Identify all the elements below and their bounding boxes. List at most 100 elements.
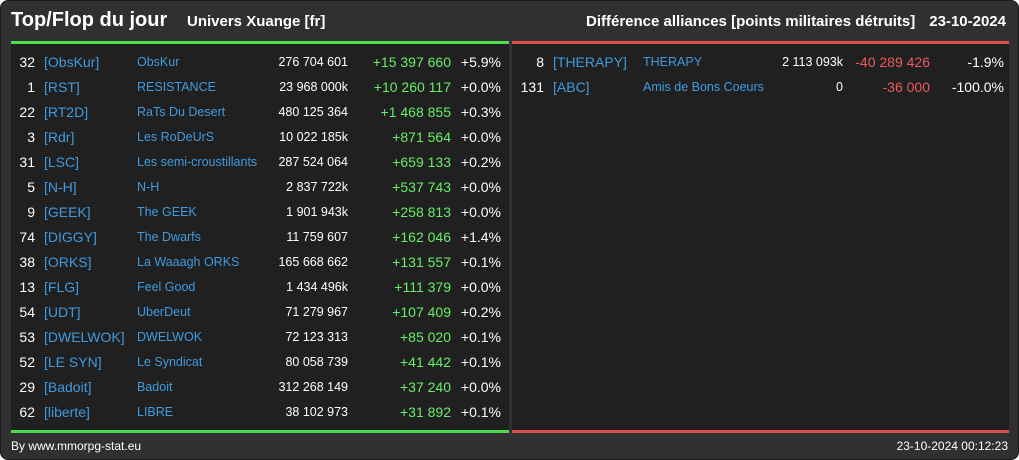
alliance-tag-link[interactable]: [UDT] — [44, 304, 81, 320]
alliance-row: 53 [DWELWOK] DWELWOK 72 123 313 +85 020 +0.1% — [11, 325, 509, 350]
alliance-tag-link[interactable]: [liberte] — [44, 404, 90, 420]
alliance-rank: 13 — [19, 279, 35, 295]
alliance-name-link[interactable]: Les RoDeUrS — [137, 130, 215, 144]
alliance-rank: 9 — [27, 204, 35, 220]
alliance-points: 10 022 185k — [279, 130, 348, 144]
alliance-name-link[interactable]: RESISTANCE — [137, 80, 216, 94]
alliance-row: 9 [GEEK] The GEEK 1 901 943k +258 813 +0.0% — [11, 200, 509, 225]
alliance-row: 52 [LE SYN] Le Syndicat 80 058 739 +41 442 +0… — [11, 350, 509, 375]
alliance-points: 287 524 064 — [278, 155, 348, 169]
flop-alliances-panel: 8 [THERAPY] THERAPY 2 113 093k -40 289 426 -1… — [512, 41, 1009, 433]
alliance-name-link[interactable]: N-H — [137, 180, 160, 194]
alliance-rank: 62 — [19, 404, 35, 420]
alliance-name-link[interactable]: UberDeut — [137, 305, 191, 319]
alliance-diff: +871 564 — [392, 129, 451, 145]
alliance-name-link[interactable]: Les semi-croustillants — [137, 155, 258, 169]
alliance-points: 72 123 313 — [285, 330, 348, 344]
alliance-tag-link[interactable]: [THERAPY] — [553, 54, 627, 70]
alliance-diff: +37 240 — [400, 379, 451, 395]
alliance-row: 54 [UDT] UberDeut 71 279 967 +107 409 +0.2% — [11, 300, 509, 325]
alliance-tag-link[interactable]: [ORKS] — [44, 254, 92, 270]
alliance-points: 38 102 973 — [285, 405, 348, 419]
alliance-name-link[interactable]: RaTs Du Desert — [137, 105, 226, 119]
page-title: Top/Flop du jour — [11, 9, 168, 31]
top-alliances-panel: 32 [ObsKur] ObsKur 276 704 601 +15 397 660 +5… — [11, 41, 509, 433]
alliance-diff: +131 557 — [392, 254, 451, 270]
alliance-points: 11 759 607 — [286, 230, 348, 244]
alliance-name-link[interactable]: La Waaagh ORKS — [137, 255, 240, 269]
alliance-tag-link[interactable]: [FLG] — [44, 279, 80, 295]
alliance-points: 276 704 601 — [278, 55, 348, 69]
alliance-row: 62 [liberte] LIBRE 38 102 973 +31 892 +0.1% — [11, 400, 509, 425]
alliance-points: 23 968 000k — [279, 80, 348, 94]
alliance-name-link[interactable]: ObsKur — [137, 55, 180, 69]
alliance-percent: +0.1% — [460, 254, 501, 270]
universe-label: Univers Xuange [fr] — [187, 13, 326, 30]
alliance-diff: +15 397 660 — [372, 54, 451, 70]
alliance-points: 165 668 662 — [278, 255, 348, 269]
alliance-rank: 131 — [520, 79, 544, 95]
alliance-name-link[interactable]: DWELWOK — [137, 330, 203, 344]
alliance-rank: 52 — [19, 354, 35, 370]
alliance-name-link[interactable]: The GEEK — [137, 205, 197, 219]
alliance-diff: -36 000 — [882, 79, 930, 95]
alliance-points: 2 113 093k — [782, 55, 843, 69]
alliance-name-link[interactable]: The Dwarfs — [137, 230, 201, 244]
alliance-points: 480 125 364 — [278, 105, 348, 119]
alliance-tag-link[interactable]: [DIGGY] — [44, 229, 97, 245]
alliance-row: 32 [ObsKur] ObsKur 276 704 601 +15 397 660 +5… — [11, 50, 509, 75]
alliance-points: 1 434 496k — [286, 280, 348, 294]
alliance-percent: -100.0% — [951, 79, 1004, 95]
alliance-percent: +1.4% — [460, 229, 501, 245]
alliance-rank: 74 — [19, 229, 35, 245]
alliance-tag-link[interactable]: [Badoit] — [44, 379, 92, 395]
alliance-row: 74 [DIGGY] The Dwarfs 11 759 607 +162 046 +1.… — [11, 225, 509, 250]
alliance-points: 2 837 722k — [286, 180, 348, 194]
alliance-row: 31 [LSC] Les semi-croustillants 287 524 064… — [11, 150, 509, 175]
alliance-tag-link[interactable]: [GEEK] — [44, 204, 91, 220]
alliance-name-link[interactable]: Feel Good — [137, 280, 196, 294]
alliance-percent: +0.1% — [460, 354, 501, 370]
ranking-subtitle: Différence alliances [points militaires … — [586, 13, 916, 30]
alliance-rank: 22 — [19, 104, 35, 120]
alliance-rank: 3 — [27, 129, 35, 145]
alliance-tag-link[interactable]: [RST] — [44, 79, 80, 95]
alliance-percent: +0.1% — [460, 329, 501, 345]
header-date: 23-10-2024 — [929, 13, 1006, 30]
alliance-rank: 38 — [19, 254, 35, 270]
alliance-tag-link[interactable]: [DWELWOK] — [44, 329, 125, 345]
alliance-points: 1 901 943k — [286, 205, 348, 219]
alliance-percent: +0.2% — [460, 304, 501, 320]
alliance-points: 312 268 149 — [278, 380, 348, 394]
alliance-points: 0 — [836, 80, 843, 94]
alliance-diff: +111 379 — [394, 279, 451, 295]
alliance-diff: +162 046 — [392, 229, 451, 245]
alliance-name-link[interactable]: Le Syndicat — [137, 355, 203, 369]
alliance-row: 13 [FLG] Feel Good 1 434 496k +111 379 +0.0% — [11, 275, 509, 300]
alliance-rank: 31 — [19, 154, 35, 170]
alliance-diff: -40 289 426 — [855, 54, 930, 70]
alliance-row: 22 [RT2D] RaTs Du Desert 480 125 364 +1 468 … — [11, 100, 509, 125]
alliance-tag-link[interactable]: [ObsKur] — [44, 54, 100, 70]
alliance-tag-link[interactable]: [LE SYN] — [44, 354, 102, 370]
alliance-rank: 54 — [19, 304, 35, 320]
alliance-name-link[interactable]: THERAPY — [643, 55, 703, 69]
alliance-percent: -1.9% — [967, 54, 1004, 70]
alliance-rank: 1 — [27, 79, 35, 95]
alliance-tag-link[interactable]: [ABC] — [553, 79, 590, 95]
alliance-rank: 53 — [19, 329, 35, 345]
alliance-tag-link[interactable]: [LSC] — [44, 154, 80, 170]
alliance-name-link[interactable]: LIBRE — [137, 405, 174, 419]
footer-timestamp: 23-10-2024 00:12:23 — [896, 439, 1008, 453]
alliance-name-link[interactable]: Amis de Bons Coeurs — [643, 80, 764, 94]
alliance-tag-link[interactable]: [RT2D] — [44, 104, 89, 120]
alliance-diff: +85 020 — [400, 329, 451, 345]
alliance-percent: +0.3% — [460, 104, 501, 120]
source-credit: By www.mmorpg-stat.eu — [11, 439, 142, 453]
alliance-percent: +0.2% — [460, 154, 501, 170]
alliance-tag-link[interactable]: [Rdr] — [44, 129, 75, 145]
alliance-row: 1 [RST] RESISTANCE 23 968 000k +10 260 117 +0… — [11, 75, 509, 100]
alliance-percent: +0.0% — [460, 379, 501, 395]
alliance-tag-link[interactable]: [N-H] — [44, 179, 77, 195]
alliance-name-link[interactable]: Badoit — [137, 380, 173, 394]
